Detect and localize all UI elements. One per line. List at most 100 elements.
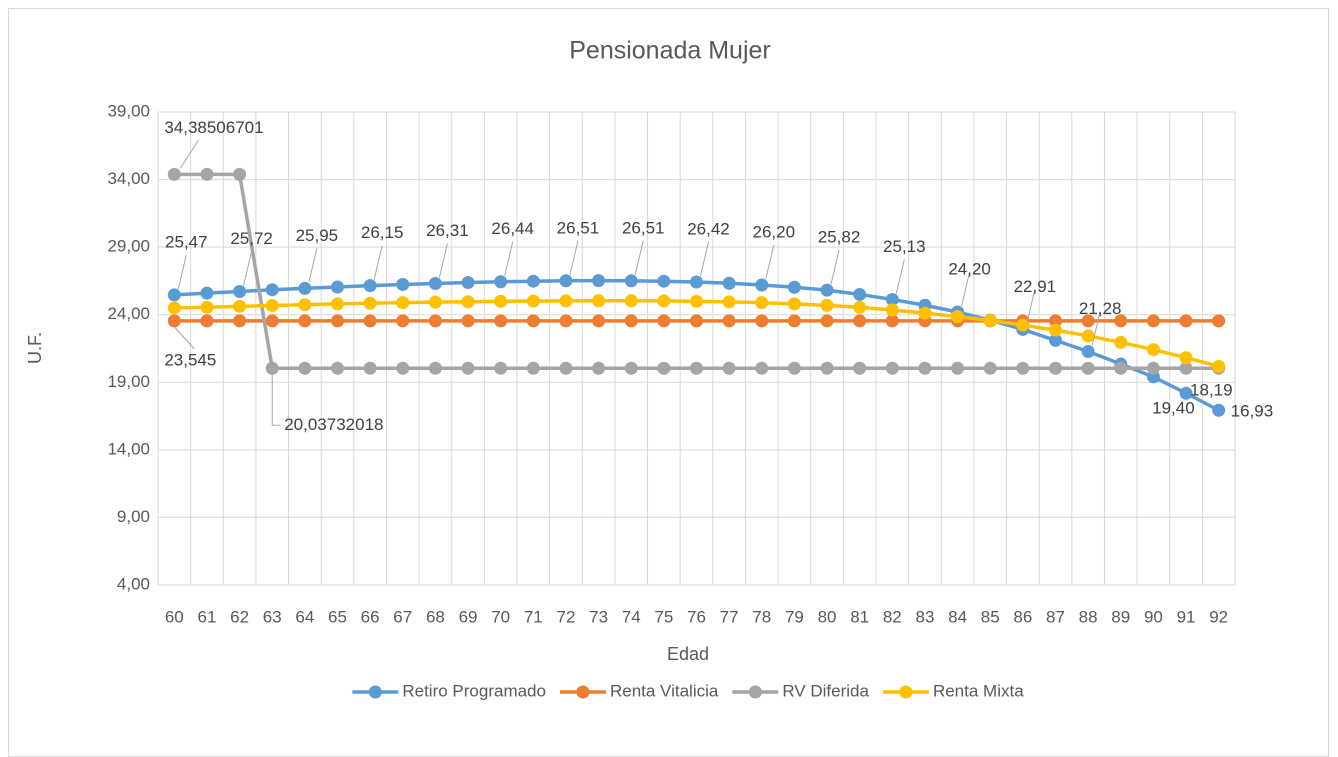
data-label: 34,38506701 bbox=[164, 118, 263, 137]
data-label: 20,03732018 bbox=[284, 415, 383, 434]
point bbox=[592, 314, 606, 328]
data-label: 25,13 bbox=[883, 237, 926, 256]
point bbox=[624, 274, 638, 288]
point bbox=[200, 300, 214, 314]
point bbox=[265, 314, 279, 328]
y-axis-label: U.F. bbox=[25, 332, 45, 364]
point bbox=[428, 361, 442, 375]
x-tick-label: 73 bbox=[589, 607, 608, 626]
point bbox=[722, 276, 736, 290]
point bbox=[363, 279, 377, 293]
leader-line bbox=[271, 374, 281, 426]
point bbox=[787, 361, 801, 375]
point bbox=[1049, 361, 1062, 375]
point bbox=[494, 361, 508, 375]
point bbox=[885, 303, 899, 317]
point bbox=[461, 361, 475, 375]
data-label: 18,19 bbox=[1190, 381, 1233, 400]
x-tick-label: 71 bbox=[524, 607, 543, 626]
point bbox=[983, 314, 997, 328]
point bbox=[1179, 361, 1193, 375]
point bbox=[298, 314, 312, 328]
data-label: 26,15 bbox=[361, 223, 404, 242]
point bbox=[428, 295, 442, 309]
data-label: 24,20 bbox=[948, 259, 991, 278]
x-tick-label: 78 bbox=[752, 607, 771, 626]
leader-line bbox=[961, 271, 971, 307]
point bbox=[853, 300, 867, 314]
point bbox=[885, 314, 899, 328]
point bbox=[918, 306, 932, 320]
point bbox=[787, 314, 801, 328]
data-label: 25,95 bbox=[296, 226, 339, 245]
point bbox=[167, 288, 181, 302]
point bbox=[657, 361, 671, 375]
x-tick-label: 64 bbox=[295, 607, 314, 626]
point bbox=[853, 361, 867, 375]
x-tick-label: 77 bbox=[720, 607, 739, 626]
point bbox=[624, 294, 638, 308]
point bbox=[722, 314, 736, 328]
point bbox=[396, 277, 410, 291]
point bbox=[624, 361, 638, 375]
data-label: 26,31 bbox=[426, 221, 469, 240]
point bbox=[428, 314, 442, 328]
point bbox=[396, 314, 410, 328]
leader-line bbox=[1091, 311, 1101, 346]
point bbox=[233, 314, 247, 328]
data-label: 25,72 bbox=[230, 229, 273, 248]
point bbox=[559, 274, 573, 288]
legend-marker bbox=[368, 685, 382, 699]
point bbox=[200, 167, 214, 181]
point bbox=[1016, 318, 1030, 332]
x-tick-label: 76 bbox=[687, 607, 706, 626]
x-tick-label: 68 bbox=[426, 607, 445, 626]
point bbox=[787, 297, 801, 311]
x-tick-label: 70 bbox=[491, 607, 510, 626]
point bbox=[265, 299, 279, 313]
point bbox=[559, 314, 573, 328]
legend-label: RV Diferida bbox=[782, 681, 869, 700]
point bbox=[494, 314, 508, 328]
point bbox=[690, 361, 703, 375]
point bbox=[461, 314, 475, 328]
point bbox=[1081, 329, 1095, 343]
x-tick-label: 82 bbox=[883, 607, 902, 626]
point bbox=[592, 361, 606, 375]
leader-line bbox=[504, 241, 514, 276]
point bbox=[265, 283, 279, 297]
data-label: 26,20 bbox=[752, 222, 795, 241]
leader-line bbox=[634, 240, 644, 275]
point bbox=[722, 295, 736, 309]
leader-line bbox=[308, 248, 318, 283]
point bbox=[298, 298, 312, 312]
legend-marker bbox=[576, 685, 590, 699]
point bbox=[787, 280, 801, 294]
point bbox=[298, 361, 312, 375]
leader-line bbox=[177, 254, 187, 289]
point bbox=[1081, 314, 1095, 328]
x-tick-label: 66 bbox=[361, 607, 380, 626]
point bbox=[233, 284, 247, 298]
data-label: 23,545 bbox=[164, 350, 216, 369]
leader-line bbox=[895, 259, 905, 294]
point bbox=[951, 361, 965, 375]
point bbox=[657, 294, 671, 308]
leader-line bbox=[438, 243, 448, 278]
point bbox=[461, 276, 475, 290]
point bbox=[167, 301, 181, 315]
point bbox=[820, 283, 834, 297]
point bbox=[331, 361, 344, 375]
point bbox=[396, 296, 410, 310]
point bbox=[1179, 351, 1193, 365]
x-tick-label: 67 bbox=[393, 607, 412, 626]
point bbox=[1212, 314, 1226, 328]
point bbox=[428, 276, 442, 290]
x-tick-label: 63 bbox=[263, 607, 282, 626]
x-tick-label: 74 bbox=[622, 607, 641, 626]
point bbox=[1212, 359, 1226, 373]
x-tick-label: 80 bbox=[818, 607, 837, 626]
data-label: 25,47 bbox=[165, 232, 208, 251]
point bbox=[1146, 314, 1160, 328]
point bbox=[690, 275, 703, 289]
